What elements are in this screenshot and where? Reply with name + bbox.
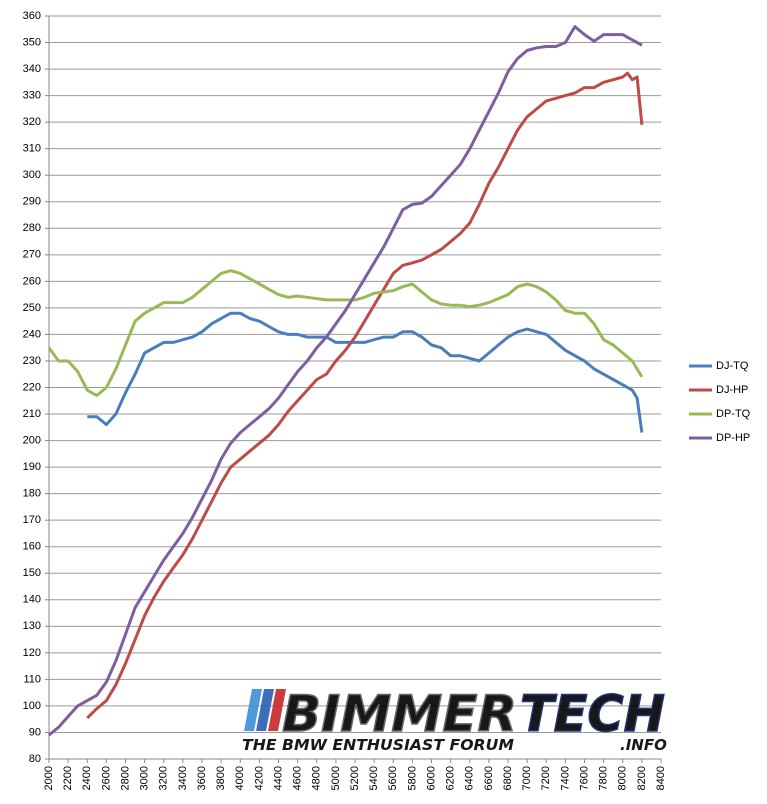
legend-label: DJ-TQ — [716, 360, 749, 372]
x-tick-label: 5800 — [406, 766, 418, 790]
line-series — [86, 71, 644, 719]
y-tick-label: 350 — [23, 36, 41, 48]
logo-stripe — [244, 689, 262, 731]
y-tick-label: 170 — [23, 514, 41, 526]
y-tick-label: 210 — [23, 408, 41, 420]
y-tick-label: 110 — [23, 673, 41, 685]
x-tick-label: 2000 — [43, 766, 55, 790]
x-tick-label: 3400 — [177, 766, 189, 790]
x-tick-label: 6400 — [464, 766, 476, 790]
y-tick-label: 200 — [23, 434, 41, 446]
watermark-suffix: .INFO — [620, 736, 667, 754]
legend-label: DP-HP — [716, 432, 750, 444]
x-tick-label: 5600 — [387, 766, 399, 790]
y-tick-label: 320 — [23, 116, 41, 128]
x-tick-label: 7000 — [521, 766, 533, 790]
y-tick-label: 330 — [23, 90, 41, 102]
x-tick-label: 4000 — [234, 766, 246, 790]
x-tick-label: 7400 — [559, 766, 571, 790]
x-tick-label: 7800 — [598, 766, 610, 790]
y-tick-label: 120 — [23, 647, 41, 659]
x-tick-label: 6600 — [483, 766, 495, 790]
y-tick-label: 160 — [23, 541, 41, 553]
x-tick-label: 2600 — [100, 766, 112, 790]
y-tick-label: 260 — [23, 275, 41, 287]
x-tick-label: 5200 — [349, 766, 361, 790]
y-tick-label: 280 — [23, 222, 41, 234]
x-tick-label: 8000 — [617, 766, 629, 790]
x-tick-label: 2800 — [119, 766, 131, 790]
x-tick-label: 3200 — [158, 766, 170, 790]
y-tick-label: 150 — [23, 567, 41, 579]
y-tick-label: 290 — [23, 196, 41, 208]
y-tick-label: 310 — [23, 143, 41, 155]
y-tick-label: 80 — [29, 753, 41, 765]
x-tick-label: 3000 — [139, 766, 151, 790]
x-tick-label: 2400 — [81, 766, 93, 790]
watermark-tagline: THE BMW ENTHUSIAST FORUM — [242, 736, 514, 754]
y-tick-label: 270 — [23, 249, 41, 261]
x-tick-label: 4200 — [253, 766, 265, 790]
line-series — [48, 25, 643, 737]
x-tick-label: 8200 — [636, 766, 648, 790]
x-tick-label: 2200 — [62, 766, 74, 790]
y-tick-label: 140 — [23, 594, 41, 606]
watermark-brand: TECH — [520, 685, 665, 743]
x-tick-label: 3600 — [196, 766, 208, 790]
y-tick-label: 240 — [23, 328, 41, 340]
legend-label: DJ-HP — [716, 384, 748, 396]
y-tick-label: 90 — [29, 726, 41, 738]
x-tick-label: 8400 — [655, 766, 667, 790]
x-tick-label: 7200 — [540, 766, 552, 790]
grid — [49, 15, 661, 760]
y-tick-label: 360 — [23, 10, 41, 22]
y-tick-label: 180 — [23, 488, 41, 500]
y-tick-label: 250 — [23, 302, 41, 314]
y-tick-label: 100 — [23, 700, 41, 712]
logo-stripe — [268, 689, 286, 731]
x-tick-label: 3800 — [215, 766, 227, 790]
legend: DJ-TQ DJ-HP DP-TQ DP-HP — [689, 360, 751, 444]
x-tick-label: 4400 — [272, 766, 284, 790]
line-series — [87, 311, 644, 433]
y-tick-label: 230 — [23, 355, 41, 367]
watermark: BIMMER TECH THE BMW ENTHUSIAST FORUM .IN… — [242, 684, 667, 754]
line-series — [47, 269, 644, 397]
logo-stripe — [256, 689, 274, 731]
y-tick-label: 220 — [23, 381, 41, 393]
watermark-brand: BIMMER — [282, 685, 517, 743]
x-tick-label: 6000 — [425, 766, 437, 790]
x-tick-label: 5000 — [330, 766, 342, 790]
y-tick-label: 190 — [23, 461, 41, 473]
x-tick-label: 4800 — [311, 766, 323, 790]
x-tick-label: 5400 — [368, 766, 380, 790]
y-tick-label: 300 — [23, 169, 41, 181]
x-tick-label: 6800 — [502, 766, 514, 790]
legend-label: DP-TQ — [716, 408, 751, 420]
x-tick-label: 7600 — [578, 766, 590, 790]
y-tick-label: 130 — [23, 620, 41, 632]
x-tick-label: 4600 — [292, 766, 304, 790]
y-tick-label: 340 — [23, 63, 41, 75]
x-tick-label: 6200 — [445, 766, 457, 790]
